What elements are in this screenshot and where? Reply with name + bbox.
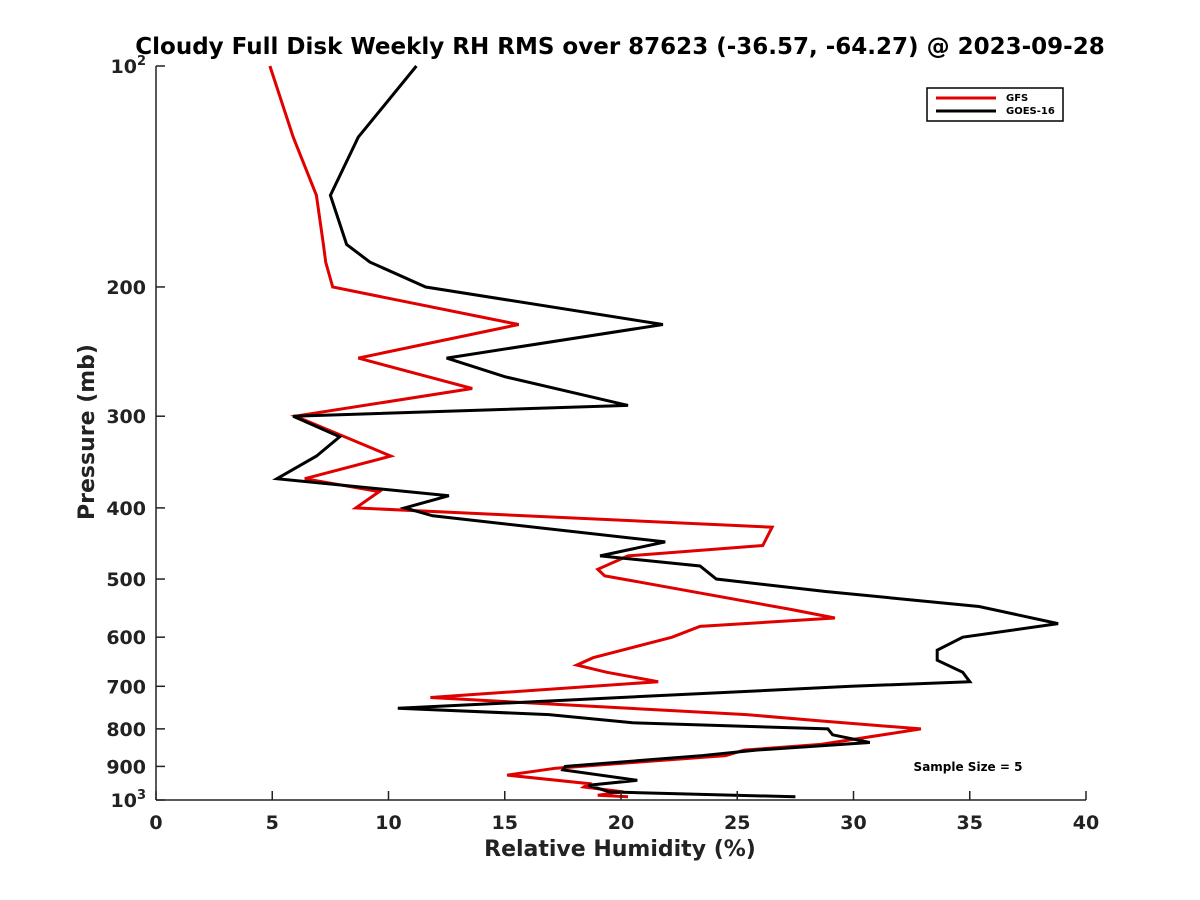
y-axis: 102 200 300 400 500 600 700 800 900 103 [106, 54, 165, 812]
x-tick-label: 20 [608, 812, 634, 834]
y-tick-label: 102 [111, 54, 147, 78]
y-tick-label: 800 [106, 719, 146, 741]
plot-area [156, 66, 1086, 800]
legend: GFS GOES-16 [926, 87, 1064, 122]
y-tick-label: 103 [111, 788, 147, 812]
x-tick-label: 0 [149, 812, 162, 834]
legend-label-gfs: GFS [1006, 93, 1028, 104]
x-tick-label: 35 [957, 812, 983, 834]
y-axis-label: Pressure (mb) [75, 344, 100, 520]
x-tick-label: 30 [840, 812, 866, 834]
y-tick-label: 400 [106, 498, 146, 520]
chart-title: Cloudy Full Disk Weekly RH RMS over 8762… [135, 34, 1104, 60]
y-tick-label: 200 [106, 277, 146, 299]
x-tick-label: 40 [1073, 812, 1099, 834]
y-tick-label: 700 [106, 676, 146, 698]
series-lines [268, 65, 1059, 799]
plot-background [156, 66, 1086, 800]
legend-box [926, 87, 1064, 122]
series-line-gfs [268, 65, 922, 799]
series-line-goes16 [272, 65, 1059, 799]
y-tick-label: 600 [106, 627, 146, 649]
sample-size-annotation: Sample Size = 5 [914, 760, 1023, 774]
y-tick-label: 500 [106, 569, 146, 591]
legend-label-goes16: GOES-16 [1006, 106, 1055, 117]
x-axis-label: Relative Humidity (%) [484, 837, 756, 862]
x-tick-label: 10 [375, 812, 401, 834]
x-tick-label: 5 [266, 812, 279, 834]
x-axis: 0 5 10 15 20 25 30 35 40 [149, 791, 1099, 834]
x-tick-label: 25 [724, 812, 750, 834]
y-tick-label: 900 [106, 756, 146, 778]
x-tick-label: 15 [492, 812, 518, 834]
y-tick-label: 300 [106, 406, 146, 428]
